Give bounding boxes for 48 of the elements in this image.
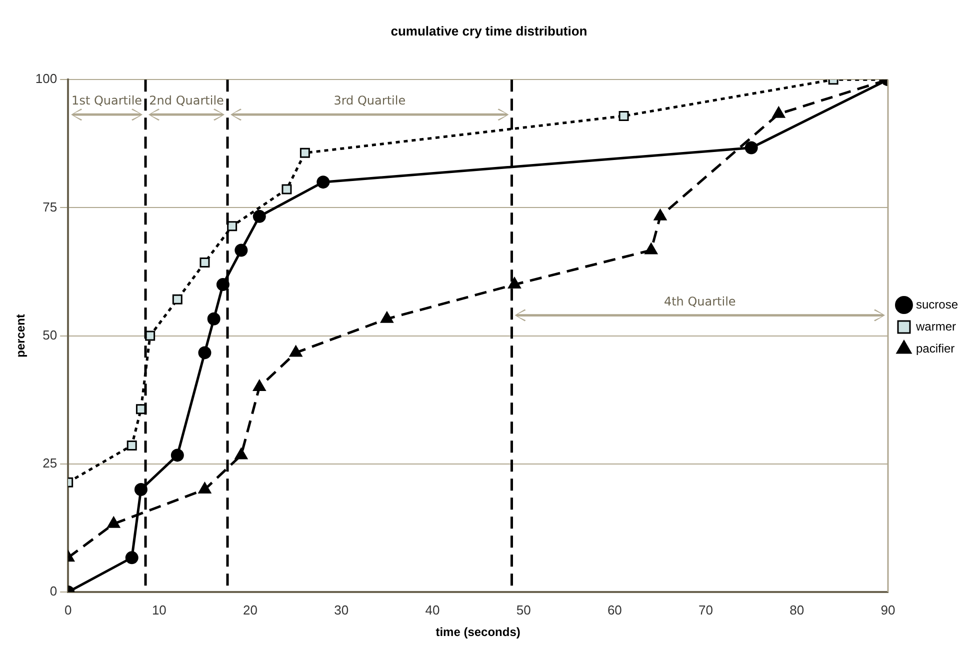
x-tick-label: 70	[698, 602, 714, 618]
y-tick-label: 100	[35, 71, 58, 86]
point	[289, 345, 302, 357]
point	[125, 551, 138, 564]
point	[316, 176, 330, 189]
y-tick-label: 50	[42, 327, 58, 342]
legend-label: pacifier	[916, 341, 955, 356]
legend-label: sucrose	[916, 297, 958, 312]
point	[744, 141, 758, 154]
point	[172, 294, 182, 304]
point	[170, 448, 184, 462]
x-tick-label: 90	[880, 602, 896, 618]
point	[200, 258, 210, 268]
point	[234, 448, 248, 460]
point	[282, 184, 292, 194]
x-tick-label: 50	[516, 602, 531, 618]
annotation: 2nd Quartile	[149, 94, 224, 108]
point	[198, 346, 212, 360]
chart-title: cumulative cry time distribution	[390, 23, 588, 38]
x-tick-label: 20	[243, 602, 258, 618]
annotation: 1st Quartile	[72, 94, 142, 108]
point	[252, 210, 266, 223]
y-tick-label: 25	[42, 455, 58, 470]
x-tick-label: 30	[334, 602, 349, 618]
y-tick-label: 0	[50, 584, 58, 599]
point	[234, 244, 248, 257]
point	[216, 278, 230, 292]
y-axis-title: percent	[14, 314, 28, 358]
point	[198, 482, 212, 494]
y-tick-label: 75	[42, 199, 58, 214]
annotation: 4th Quartile	[664, 294, 736, 308]
point	[227, 221, 238, 232]
x-tick-label: 80	[790, 602, 804, 618]
point	[300, 148, 310, 158]
point	[207, 312, 220, 326]
x-tick-label: 60	[607, 602, 622, 618]
x-tick-label: 10	[152, 602, 166, 618]
annotation: 3rd Quartile	[334, 94, 406, 108]
x-axis-title: time (seconds)	[436, 625, 520, 640]
point	[107, 516, 120, 528]
x-tick-label: 0	[64, 602, 72, 618]
point	[126, 440, 137, 450]
x-tick-label: 40	[425, 602, 440, 618]
point	[252, 380, 266, 392]
point	[134, 483, 148, 496]
point	[508, 277, 522, 289]
point	[618, 110, 629, 121]
legend-label: warmer	[914, 319, 956, 334]
